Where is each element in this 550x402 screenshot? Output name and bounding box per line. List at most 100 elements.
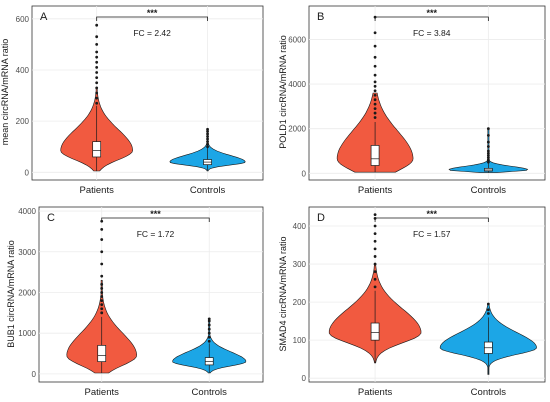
box-patients — [97, 345, 107, 363]
x-tick-label: Controls — [471, 387, 507, 398]
x-tick-label: Controls — [190, 185, 226, 196]
fold-change-label: FC = 1.72 — [137, 229, 175, 239]
outlier-point — [486, 140, 490, 144]
y-tick-label: 400 — [16, 66, 30, 75]
outlier-point — [373, 111, 377, 115]
y-tick-label: 2000 — [18, 288, 36, 297]
outlier-point — [373, 270, 377, 274]
outlier-point — [373, 262, 377, 266]
fold-change-label: FC = 3.84 — [413, 28, 451, 38]
box-controls — [204, 357, 214, 366]
panel-letter: B — [317, 11, 324, 23]
outlier-point — [486, 312, 490, 315]
fold-change-label: FC = 1.57 — [413, 229, 451, 239]
outlier-point — [95, 50, 99, 54]
y-axis-label: BUB1 circRNA/mRNA ratio — [6, 240, 16, 348]
panel-d: 0 100 200 300 400 D SMAD4 circRNA/mRNA ratio Pa… — [278, 206, 546, 398]
panel-b: 0 2000 4000 6000 B POLD1 circRNA/mRNA ratio Pa… — [278, 5, 546, 196]
box-patients — [370, 145, 380, 166]
outlier-point — [100, 303, 104, 307]
outlier-point — [206, 142, 209, 146]
y-tick-label: 100 — [293, 336, 307, 345]
y-tick-label: 1000 — [18, 329, 36, 338]
outlier-point — [95, 96, 99, 100]
outlier-point — [206, 140, 209, 144]
y-tick-label: 200 — [293, 298, 307, 307]
outlier-point — [207, 319, 211, 323]
outlier-point — [100, 311, 104, 315]
y-tick-label: 6000 — [288, 35, 306, 44]
box-patients — [370, 322, 380, 341]
y-tick-label: 0 — [302, 169, 307, 178]
outlier-point — [95, 23, 99, 27]
outlier-point — [95, 35, 99, 39]
outlier-point — [207, 317, 211, 321]
box-patients — [92, 141, 102, 158]
outlier-point — [373, 247, 377, 251]
outlier-point — [486, 156, 490, 160]
significance-bracket — [374, 217, 489, 222]
x-tick-label: Patients — [80, 185, 115, 196]
outlier-point — [100, 227, 104, 231]
outlier-point — [100, 295, 104, 298]
outlier-point — [373, 255, 377, 258]
outlier-point — [207, 323, 211, 327]
outlier-point — [206, 127, 209, 131]
outlier-point — [486, 145, 490, 148]
outlier-point — [95, 81, 99, 85]
outlier-point — [486, 308, 490, 312]
outlier-point — [95, 101, 99, 105]
outlier-point — [207, 335, 211, 339]
outlier-point — [486, 160, 490, 164]
outlier-point — [95, 76, 99, 80]
outlier-point — [100, 238, 104, 241]
significance-label: *** — [147, 8, 158, 18]
outlier-point — [100, 299, 104, 303]
outlier-point — [206, 129, 209, 133]
outlier-point — [95, 71, 99, 74]
y-tick-label: 4000 — [18, 207, 36, 216]
outlier-point — [373, 239, 377, 243]
outlier-point — [206, 135, 209, 138]
fold-change-label: FC = 2.42 — [133, 28, 171, 38]
outlier-point — [486, 151, 490, 155]
outlier-point — [373, 102, 377, 106]
outlier-point — [373, 80, 377, 84]
outlier-point — [95, 91, 99, 95]
outlier-point — [373, 285, 377, 289]
y-axis-label: mean circRNA/mRNA ratio — [0, 39, 10, 146]
significance-label: *** — [150, 209, 161, 219]
outlier-point — [373, 31, 377, 35]
outlier-point — [207, 331, 211, 335]
y-tick-label: 3000 — [18, 248, 36, 257]
outlier-point — [206, 145, 209, 149]
outlier-point — [95, 42, 99, 46]
outlier-point — [100, 262, 104, 266]
y-tick-label: 0 — [302, 374, 307, 383]
outlier-point — [373, 73, 377, 77]
y-axis-label: POLD1 circRNA/mRNA ratio — [278, 35, 288, 149]
y-tick-label: 200 — [16, 117, 30, 126]
y-tick-label: 400 — [293, 222, 307, 231]
significance-bracket — [374, 16, 489, 21]
y-tick-label: 0 — [32, 370, 37, 379]
outlier-point — [206, 137, 209, 141]
outlier-point — [486, 127, 490, 131]
significance-label: *** — [426, 209, 437, 219]
x-tick-label: Patients — [85, 387, 120, 398]
outlier-point — [373, 98, 377, 102]
outlier-point — [100, 282, 104, 286]
panel-letter: A — [40, 11, 48, 23]
outlier-point — [100, 286, 104, 290]
outlier-point — [95, 86, 99, 90]
y-tick-label: 0 — [25, 168, 30, 177]
outlier-point — [373, 232, 377, 236]
outlier-point — [373, 107, 377, 111]
x-tick-label: Patients — [358, 185, 393, 196]
outlier-point — [95, 55, 99, 59]
outlier-point — [95, 60, 99, 64]
outlier-point — [100, 307, 104, 311]
outlier-point — [100, 291, 104, 294]
